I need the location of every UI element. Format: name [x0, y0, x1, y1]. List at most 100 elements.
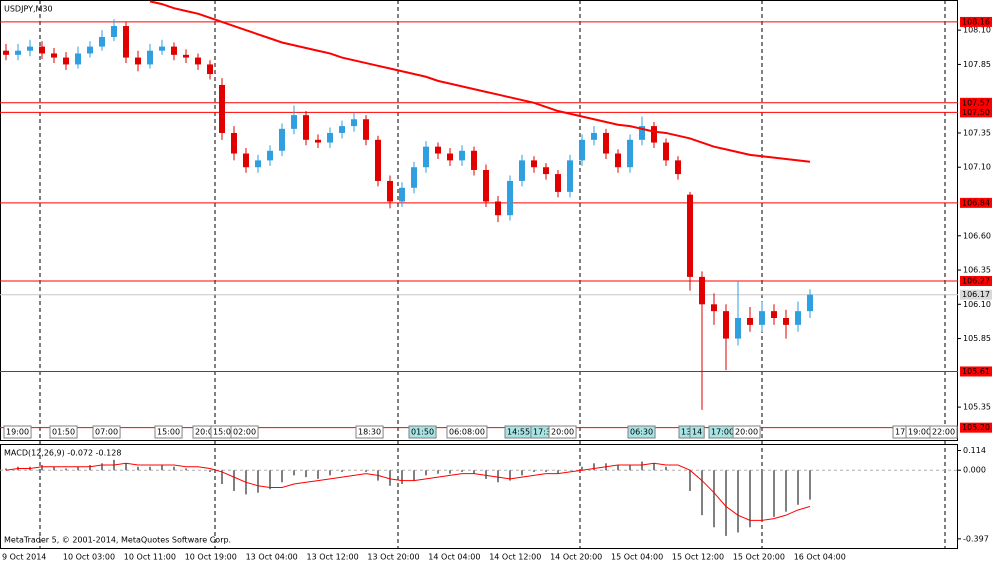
y-tick-label: 105.85: [963, 334, 991, 343]
event-label: 13: [681, 428, 691, 437]
candle-body: [123, 26, 129, 58]
macd-bar: [65, 468, 67, 471]
candle-body: [159, 46, 165, 51]
event-label: 19:00: [908, 428, 931, 437]
y-tick-label: 107.35: [963, 128, 991, 137]
current-price-tag: [960, 289, 992, 300]
y-tick-label: 107.10: [963, 163, 991, 172]
macd-bar: [641, 461, 643, 471]
candle-body: [471, 150, 477, 170]
event-label: 14:55: [507, 428, 530, 437]
candle-body: [3, 50, 9, 55]
x-tick-label: 10 Oct 03:00: [63, 553, 115, 562]
level-tag: [960, 275, 992, 286]
event-tag: [548, 425, 577, 439]
candle-body: [231, 132, 237, 154]
macd-bar: [137, 466, 139, 471]
candle-body: [795, 311, 801, 325]
candle-body: [495, 201, 501, 216]
candle-body: [195, 57, 201, 65]
macd-bar: [713, 470, 715, 528]
event-label: 06:30: [630, 428, 653, 437]
macd-bar: [209, 470, 211, 472]
event-tag: [355, 425, 384, 439]
candle-body: [651, 126, 657, 143]
macd-bar: [305, 470, 307, 478]
event-label: 06:08:00: [449, 428, 485, 437]
macd-bar: [329, 470, 331, 476]
candle-body: [627, 139, 633, 168]
macd-bar: [593, 463, 595, 471]
candle-body: [507, 180, 513, 216]
event-label: 20:00: [551, 428, 574, 437]
candle-body: [15, 50, 21, 55]
day-separators: [39, 0, 946, 548]
macd-bar: [53, 466, 55, 471]
level-tag: [960, 16, 992, 27]
candle-body: [579, 139, 585, 161]
level-tag: [960, 107, 992, 118]
candle-body: [759, 311, 765, 325]
macd-bar: [629, 465, 631, 471]
macd-bar: [341, 470, 343, 472]
event-tag: [929, 425, 958, 439]
macd-bar: [317, 470, 319, 479]
macd-bar: [581, 466, 583, 471]
level-label: 106.84: [962, 198, 990, 207]
candle-body: [783, 318, 789, 325]
candle-body: [807, 294, 813, 312]
candle-body: [255, 160, 261, 168]
candle-body: [315, 139, 321, 143]
macd-bar: [749, 470, 751, 528]
candle-body: [615, 153, 621, 168]
event-label: 20:00: [735, 428, 758, 437]
candle-body: [735, 318, 741, 339]
macd-bar: [689, 470, 691, 491]
moving-average: [149, 0, 811, 163]
x-tick-label: 15 Oct 20:00: [733, 553, 785, 562]
macd-bar: [437, 470, 439, 474]
macd-bar: [497, 470, 499, 483]
candle-body: [27, 46, 33, 51]
y-tick-label: 0.000: [963, 466, 986, 475]
candle-body: [567, 160, 573, 192]
level-tag: [960, 197, 992, 208]
x-tick-label: 14 Oct 12:00: [489, 553, 541, 562]
event-label: 17:00: [711, 428, 734, 437]
candle-body: [147, 50, 153, 65]
candle-body: [279, 128, 285, 151]
macd-bar: [185, 468, 187, 471]
event-label: 15:00: [157, 428, 180, 437]
level-tag: [960, 366, 992, 377]
candle-body: [303, 115, 309, 140]
candle-body: [591, 132, 597, 140]
candle-body: [375, 139, 381, 181]
current-price-label: 106.17: [962, 290, 990, 299]
macd-bar: [293, 470, 295, 476]
candle-body: [519, 160, 525, 181]
candle-body: [771, 311, 777, 319]
macd-bar: [413, 470, 415, 481]
event-label: 01:50: [52, 428, 75, 437]
macd-bar: [365, 470, 367, 472]
candle-body: [543, 167, 549, 175]
event-tag: [230, 425, 259, 439]
candle-body: [39, 46, 45, 54]
macd-bar: [461, 470, 463, 472]
macd-bar: [533, 470, 535, 472]
candle-body: [99, 37, 105, 47]
event-label: 01:50: [411, 428, 434, 437]
event-label: 22:00: [932, 428, 955, 437]
candle-body: [363, 119, 369, 140]
macd-bar: [545, 470, 547, 472]
candle-body: [75, 53, 81, 65]
y-tick-label: 108.10: [963, 26, 991, 35]
macd-bar: [797, 470, 799, 505]
macd-bar: [665, 466, 667, 471]
y-tick-label: 106.60: [963, 231, 991, 240]
candle-body: [111, 26, 117, 38]
macd-bar: [725, 470, 727, 536]
macd-bar: [41, 465, 43, 471]
main-panel-border: [0, 0, 958, 441]
